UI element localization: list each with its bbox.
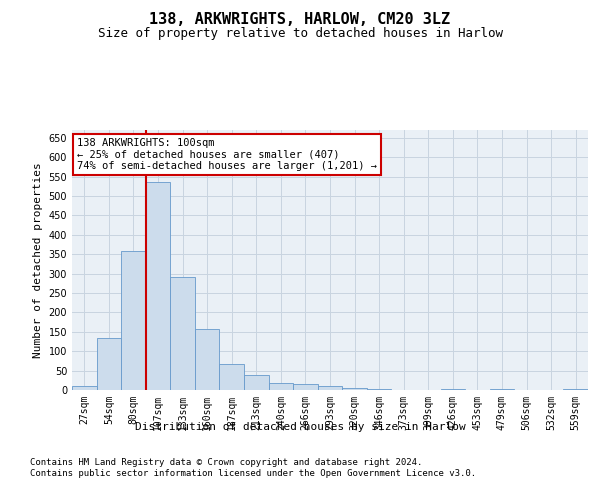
Bar [72, 386, 97, 390]
Text: 138, ARKWRIGHTS, HARLOW, CM20 3LZ: 138, ARKWRIGHTS, HARLOW, CM20 3LZ [149, 12, 451, 28]
Bar [220, 364, 244, 390]
Bar [367, 389, 391, 390]
Text: 138 ARKWRIGHTS: 100sqm
← 25% of detached houses are smaller (407)
74% of semi-de: 138 ARKWRIGHTS: 100sqm ← 25% of detached… [77, 138, 377, 171]
Bar [318, 386, 342, 390]
Text: Contains public sector information licensed under the Open Government Licence v3: Contains public sector information licen… [30, 469, 476, 478]
Bar [440, 389, 465, 390]
Bar [244, 376, 269, 390]
Bar [563, 389, 588, 390]
Bar [342, 388, 367, 390]
Bar [121, 251, 146, 390]
Bar [170, 278, 195, 390]
Text: Contains HM Land Registry data © Crown copyright and database right 2024.: Contains HM Land Registry data © Crown c… [30, 458, 422, 467]
Text: Size of property relative to detached houses in Harlow: Size of property relative to detached ho… [97, 28, 503, 40]
Bar [146, 182, 170, 390]
Y-axis label: Number of detached properties: Number of detached properties [33, 162, 43, 358]
Bar [293, 384, 318, 390]
Bar [97, 338, 121, 390]
Bar [269, 383, 293, 390]
Bar [195, 328, 220, 390]
Bar [490, 389, 514, 390]
Text: Distribution of detached houses by size in Harlow: Distribution of detached houses by size … [134, 422, 466, 432]
